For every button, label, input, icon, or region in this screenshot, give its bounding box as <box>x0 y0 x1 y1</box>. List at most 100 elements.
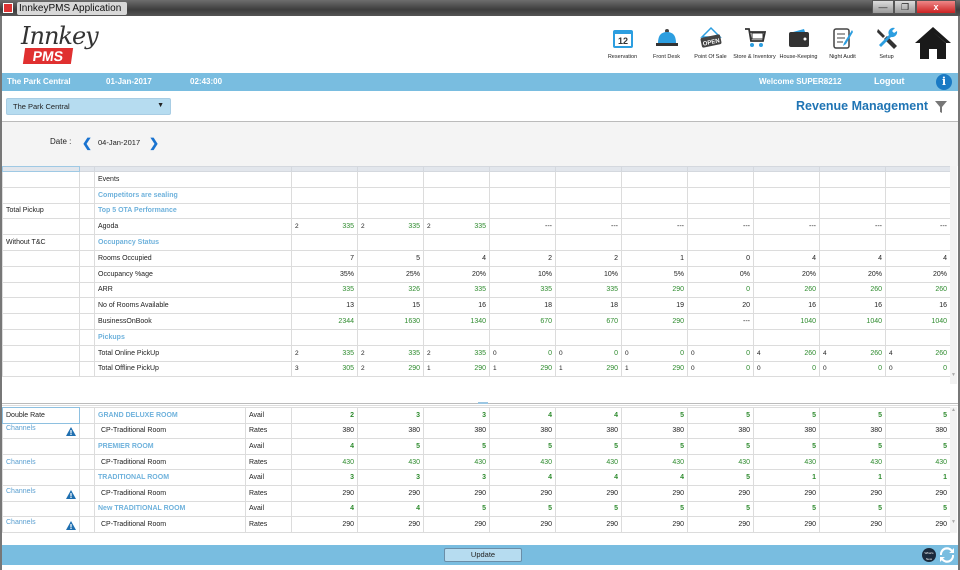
value-cell: 2 290 <box>357 360 424 378</box>
amount-value: 290 <box>606 365 618 373</box>
rate-cell[interactable]: 290 <box>489 484 556 502</box>
row-side-label <box>2 328 80 346</box>
warning-icon <box>66 520 76 530</box>
filter-icon[interactable] <box>934 100 948 114</box>
rate-cell[interactable]: 430 <box>687 453 754 471</box>
rate-cell[interactable]: 430 <box>357 453 424 471</box>
rate-cell[interactable]: 290 <box>753 484 820 502</box>
logout-link[interactable]: Logout <box>874 76 905 86</box>
table-row: Rooms Occupied 7 5 4 2 2 1 0 4 4 4 <box>2 249 951 267</box>
rate-cell[interactable]: 290 <box>687 516 754 533</box>
value-cell: 290 <box>621 313 688 330</box>
spacer-cell <box>79 422 95 440</box>
rate-cell[interactable]: 380 <box>357 422 424 440</box>
module-point-of-sale[interactable]: OPEN Point Of Sale <box>689 25 732 66</box>
module-front-desk[interactable]: Front Desk <box>645 25 688 66</box>
rate-cell[interactable]: 290 <box>819 516 886 533</box>
rate-cell[interactable]: 290 <box>753 516 820 533</box>
rate-cell[interactable]: 380 <box>489 422 556 440</box>
refresh-icon[interactable] <box>939 547 955 563</box>
module-store-inventory[interactable]: Store & Inventory <box>733 25 776 66</box>
rate-cell[interactable]: 380 <box>885 422 951 440</box>
prev-date-button[interactable]: ❮ <box>82 136 93 150</box>
rate-cell[interactable]: 380 <box>555 422 622 440</box>
rate-cell[interactable]: 430 <box>489 453 556 471</box>
rate-cell[interactable]: 430 <box>423 453 490 471</box>
restore-button[interactable]: ❐ <box>894 0 916 14</box>
update-button[interactable]: Update <box>444 548 522 562</box>
row-label: Agoda <box>94 218 292 236</box>
channels-link[interactable]: Channels <box>2 484 80 502</box>
availability-cell: 5 <box>555 500 622 518</box>
double-rate-field[interactable]: Double Rate <box>2 407 80 424</box>
rates-scrollbar[interactable]: ▲ ▼ <box>950 407 957 533</box>
availability-cell: 5 <box>885 407 951 424</box>
minimize-button[interactable]: — <box>872 0 894 14</box>
whats-new-button[interactable]: What's New <box>922 548 936 562</box>
row-kind: Rates <box>245 422 292 440</box>
rate-cell[interactable]: 380 <box>687 422 754 440</box>
availability-cell: 3 <box>357 407 424 424</box>
spacer-cell <box>79 469 95 486</box>
rate-cell[interactable]: 290 <box>357 516 424 533</box>
row-kind: Avail <box>245 500 292 518</box>
rate-cell[interactable]: 430 <box>555 453 622 471</box>
rate-cell[interactable]: 290 <box>357 484 424 502</box>
module-nav: 12 Reservation Front Desk OPEN Point Of … <box>600 20 958 66</box>
module-house-keeping[interactable]: House-Keeping <box>777 25 820 66</box>
rate-cell[interactable]: 430 <box>819 453 886 471</box>
rate-cell[interactable]: 290 <box>621 516 688 533</box>
home-button[interactable] <box>908 20 958 66</box>
splitter[interactable] <box>2 402 958 406</box>
rate-cell[interactable]: 430 <box>621 453 688 471</box>
rate-cell[interactable]: 290 <box>621 484 688 502</box>
rate-cell[interactable]: 430 <box>753 453 820 471</box>
logo-badge: PMS <box>22 48 74 64</box>
value-cell <box>489 328 556 346</box>
empty-cell <box>2 438 80 455</box>
rate-cell[interactable]: 430 <box>885 453 951 471</box>
spacer-cell <box>79 344 95 362</box>
rate-cell[interactable]: 380 <box>621 422 688 440</box>
rate-cell[interactable]: 380 <box>753 422 820 440</box>
rate-cell[interactable]: 290 <box>423 516 490 533</box>
info-button[interactable]: i <box>936 74 952 90</box>
metrics-scrollbar[interactable]: ▼ <box>950 166 957 384</box>
amount-value: 260 <box>935 349 947 357</box>
row-side-label <box>2 360 80 378</box>
module-reservation[interactable]: 12 Reservation <box>601 25 644 66</box>
checklist-icon <box>830 25 856 51</box>
rate-cell[interactable]: 290 <box>555 484 622 502</box>
rate-cell[interactable]: 290 <box>489 516 556 533</box>
channels-link[interactable]: Channels <box>2 422 80 440</box>
value-cell: 10% <box>489 265 556 283</box>
value-cell: --- <box>687 313 754 330</box>
amount-value: 335 <box>474 349 486 357</box>
amount-value: --- <box>875 223 882 231</box>
value-cell: 4 <box>885 249 951 267</box>
close-button[interactable]: x <box>916 0 956 14</box>
module-setup[interactable]: Setup <box>865 25 908 66</box>
rate-cell[interactable]: 290 <box>819 484 886 502</box>
rate-plan-name: CP-Traditional Room <box>94 422 246 440</box>
rate-cell[interactable]: 290 <box>291 484 358 502</box>
rate-cell[interactable]: 380 <box>819 422 886 440</box>
rate-cell[interactable]: 430 <box>291 453 358 471</box>
rate-cell[interactable]: 290 <box>555 516 622 533</box>
rate-cell[interactable]: 290 <box>885 484 951 502</box>
rate-cell[interactable]: 290 <box>885 516 951 533</box>
rate-cell[interactable]: 380 <box>423 422 490 440</box>
value-cell: 13 <box>291 297 358 315</box>
channels-link[interactable]: Channels <box>2 453 80 471</box>
hotel-select[interactable]: The Park Central ▼ <box>6 98 171 115</box>
channels-link[interactable]: Channels <box>2 516 80 533</box>
row-kind: Avail <box>245 438 292 455</box>
rate-cell[interactable]: 290 <box>423 484 490 502</box>
rate-cell[interactable]: 290 <box>291 516 358 533</box>
rate-cell[interactable]: 380 <box>291 422 358 440</box>
module-night-audit[interactable]: Night Audit <box>821 25 864 66</box>
room-row: PREMIER ROOM Avail 4 5 5 5 5 5 5 5 5 5 <box>2 438 951 455</box>
rate-cell[interactable]: 290 <box>687 484 754 502</box>
next-date-button[interactable]: ❯ <box>149 136 160 150</box>
